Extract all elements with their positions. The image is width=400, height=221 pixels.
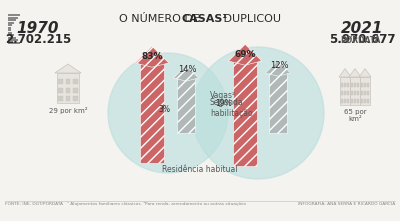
Bar bbox=[8, 36, 16, 38]
Text: CASAS¹: CASAS¹ bbox=[181, 14, 227, 24]
Bar bbox=[73, 88, 78, 93]
Text: FONTE: INE, DGT/PORDATA   ¹ Alojamentos familiares clássicos. ²Para renda, arren: FONTE: INE, DGT/PORDATA ¹ Alojamentos fa… bbox=[5, 202, 246, 206]
Text: PØRDATA: PØRDATA bbox=[340, 36, 380, 45]
Bar bbox=[66, 88, 70, 93]
Text: 69%: 69% bbox=[234, 50, 256, 59]
Bar bbox=[177, 78, 195, 133]
Bar bbox=[364, 99, 366, 103]
Bar bbox=[351, 91, 353, 95]
Bar bbox=[58, 88, 63, 93]
Bar bbox=[8, 32, 12, 34]
Bar bbox=[354, 99, 356, 103]
Circle shape bbox=[192, 47, 324, 179]
Bar bbox=[8, 34, 14, 36]
Text: 2021: 2021 bbox=[341, 21, 383, 36]
Text: 5.970.677: 5.970.677 bbox=[329, 33, 395, 46]
Bar bbox=[351, 83, 353, 87]
Text: 83%: 83% bbox=[141, 52, 163, 61]
Polygon shape bbox=[55, 64, 81, 73]
Bar bbox=[8, 14, 20, 16]
Text: Segunda
habilitação: Segunda habilitação bbox=[210, 98, 253, 118]
Bar bbox=[58, 79, 63, 84]
Bar bbox=[340, 77, 350, 105]
Bar bbox=[140, 63, 164, 163]
Text: DUPLICOU: DUPLICOU bbox=[220, 14, 281, 24]
Bar bbox=[58, 96, 63, 101]
Circle shape bbox=[108, 53, 228, 173]
Bar bbox=[66, 79, 70, 84]
Bar bbox=[361, 91, 363, 95]
Bar bbox=[269, 73, 287, 133]
Bar bbox=[367, 91, 369, 95]
Bar bbox=[8, 42, 20, 44]
Text: 29 por km²: 29 por km² bbox=[49, 107, 87, 114]
Bar bbox=[351, 99, 353, 103]
Polygon shape bbox=[228, 44, 262, 65]
Bar bbox=[354, 91, 356, 95]
Bar bbox=[347, 91, 349, 95]
Bar bbox=[360, 77, 370, 105]
Bar bbox=[350, 77, 360, 105]
Bar bbox=[354, 83, 356, 87]
Text: Vagas²: Vagas² bbox=[210, 91, 236, 99]
Bar bbox=[66, 96, 70, 101]
Bar bbox=[8, 17, 18, 19]
Text: O NÚMERO DE: O NÚMERO DE bbox=[119, 14, 203, 24]
Bar bbox=[341, 83, 343, 87]
Text: INFOGRAFIA: ANA SERRA E RICARDO GARCIA: INFOGRAFIA: ANA SERRA E RICARDO GARCIA bbox=[298, 202, 395, 206]
Bar bbox=[8, 39, 18, 41]
Bar bbox=[73, 96, 78, 101]
Bar bbox=[367, 83, 369, 87]
Bar bbox=[341, 99, 343, 103]
Bar bbox=[357, 99, 359, 103]
Polygon shape bbox=[359, 69, 371, 77]
Bar bbox=[361, 83, 363, 87]
Bar bbox=[347, 83, 349, 87]
Bar bbox=[344, 99, 346, 103]
Bar bbox=[341, 91, 343, 95]
Bar bbox=[8, 29, 11, 31]
Bar bbox=[8, 21, 14, 23]
Text: 65 por
km²: 65 por km² bbox=[344, 109, 366, 122]
Text: 3%: 3% bbox=[158, 105, 170, 114]
Bar bbox=[344, 91, 346, 95]
Bar bbox=[73, 79, 78, 84]
Bar bbox=[357, 83, 359, 87]
Bar bbox=[347, 99, 349, 103]
Bar bbox=[57, 73, 79, 103]
Text: 1970: 1970 bbox=[17, 21, 59, 36]
Polygon shape bbox=[266, 60, 290, 76]
Polygon shape bbox=[174, 65, 198, 81]
Bar bbox=[8, 27, 11, 29]
Bar bbox=[367, 99, 369, 103]
Bar bbox=[8, 19, 16, 21]
Text: 12%: 12% bbox=[270, 61, 288, 70]
Bar bbox=[364, 91, 366, 95]
Bar bbox=[357, 91, 359, 95]
Bar bbox=[233, 61, 257, 166]
Text: Residência habitual: Residência habitual bbox=[162, 165, 238, 174]
Polygon shape bbox=[339, 69, 351, 77]
Polygon shape bbox=[349, 69, 361, 77]
Polygon shape bbox=[135, 46, 169, 67]
Text: 14%: 14% bbox=[178, 65, 196, 74]
Bar bbox=[8, 24, 12, 26]
Text: 2.702.215: 2.702.215 bbox=[5, 33, 71, 46]
Bar bbox=[361, 99, 363, 103]
Bar bbox=[364, 83, 366, 87]
Bar bbox=[344, 83, 346, 87]
Text: 19%: 19% bbox=[215, 99, 232, 107]
